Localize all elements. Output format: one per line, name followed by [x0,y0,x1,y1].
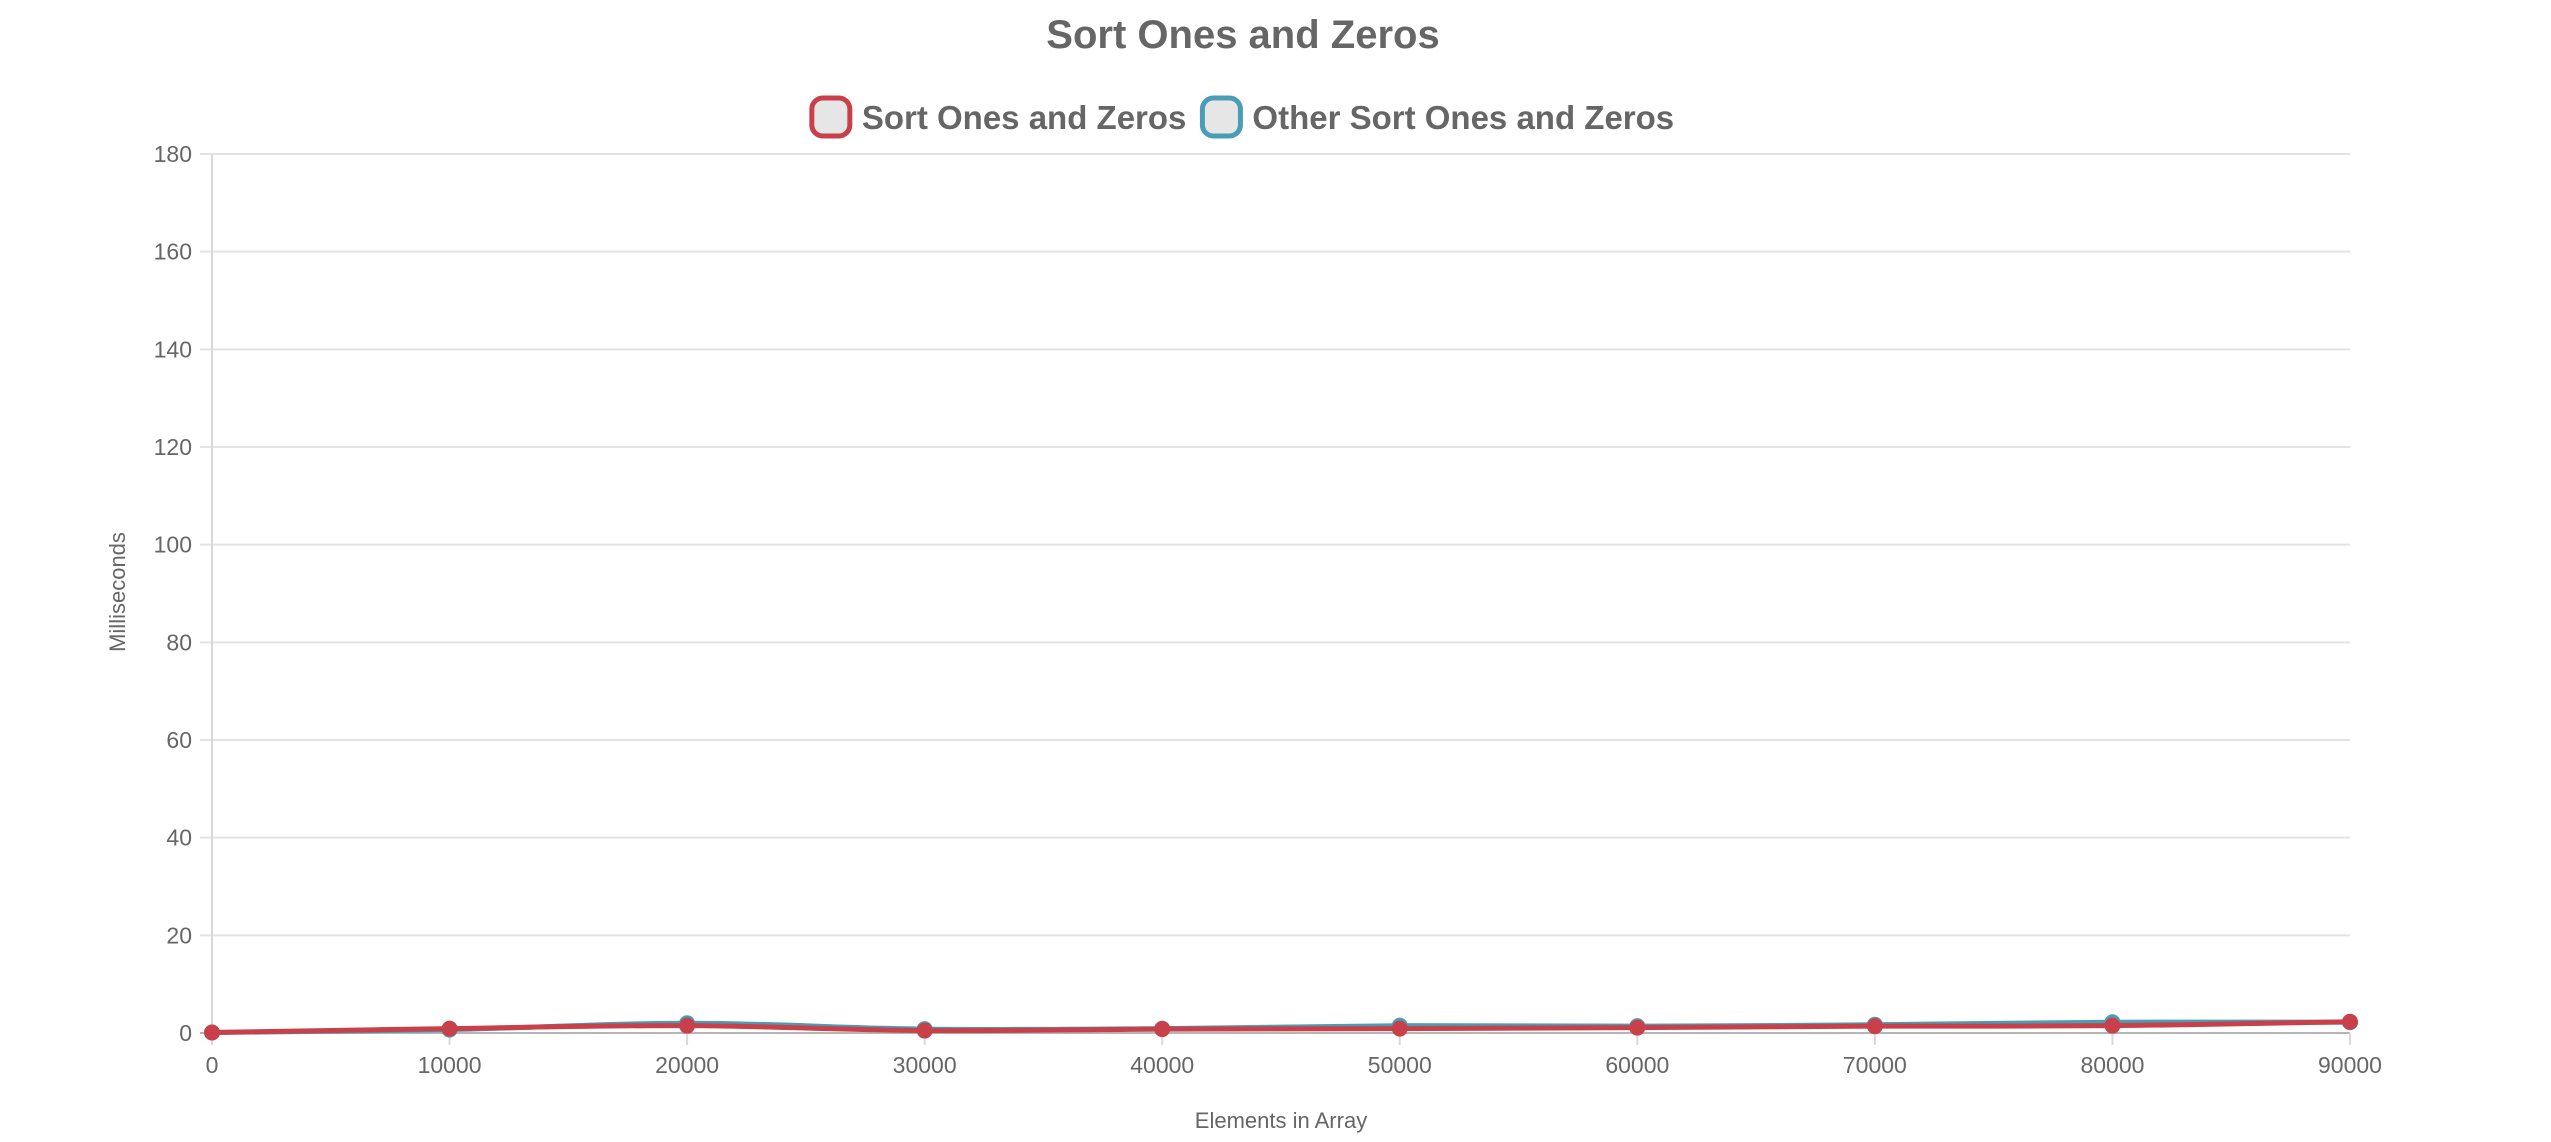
y-axis-label: Milliseconds [105,532,130,652]
x-tick-label: 40000 [1130,1052,1194,1078]
data-point[interactable] [679,1017,696,1034]
x-tick-label: 80000 [2080,1052,2144,1078]
data-point[interactable] [2342,1013,2358,1030]
data-point[interactable] [1866,1018,1883,1035]
y-tick-label: 20 [166,922,192,948]
data-point[interactable] [1629,1019,1646,1036]
x-tick-label: 30000 [893,1052,957,1078]
legend-item[interactable]: Sort Ones and Zeros [809,95,1187,139]
y-axis-ticks: 0 20 40 60 80 100 120 140 160 180 [154,141,192,1046]
x-tick-label: 70000 [1843,1052,1907,1078]
data-point[interactable] [1154,1021,1171,1038]
y-tick-label: 40 [166,825,192,851]
x-axis-label: Elements in Array [1195,1108,1367,1133]
data-point[interactable] [916,1022,933,1039]
y-tick-label: 180 [154,141,192,167]
legend: Sort Ones and Zeros Other Sort Ones and Z… [809,95,1674,139]
chart-title: Sort Ones and Zeros [1046,13,1439,57]
y-tick-label: 100 [154,532,192,558]
x-tick-label: 60000 [1605,1052,1669,1078]
y-tick-label: 60 [166,727,192,753]
x-tick-label: 0 [206,1052,219,1078]
legend-swatch [1199,95,1243,139]
x-tick-label: 50000 [1368,1052,1432,1078]
y-tick-label: 140 [154,336,192,362]
data-point[interactable] [441,1020,458,1037]
grid-lines [200,153,2350,1034]
x-tick-label: 10000 [418,1052,482,1078]
y-tick-label: 0 [179,1020,192,1046]
series-sort-ones-and-zeros [204,1013,2358,1041]
x-tick-label: 20000 [655,1052,719,1078]
x-tick-label: 90000 [2318,1052,2382,1078]
series-line [209,1019,2353,1036]
data-point[interactable] [2104,1017,2121,1034]
data-point[interactable] [204,1024,220,1041]
y-tick-label: 160 [154,239,192,265]
y-tick-label: 80 [166,629,192,655]
x-axis-ticks: 0 10000 20000 30000 40000 50000 60000 70000 8000… [206,1033,2382,1078]
series-layer [204,1013,2358,1041]
legend-swatch [809,95,853,139]
legend-label: Sort Ones and Zeros [862,99,1187,136]
legend-label: Other Sort Ones and Zeros [1252,99,1674,136]
legend-item[interactable]: Other Sort Ones and Zeros [1199,95,1674,139]
data-point[interactable] [1391,1020,1408,1037]
y-tick-label: 120 [154,434,192,460]
